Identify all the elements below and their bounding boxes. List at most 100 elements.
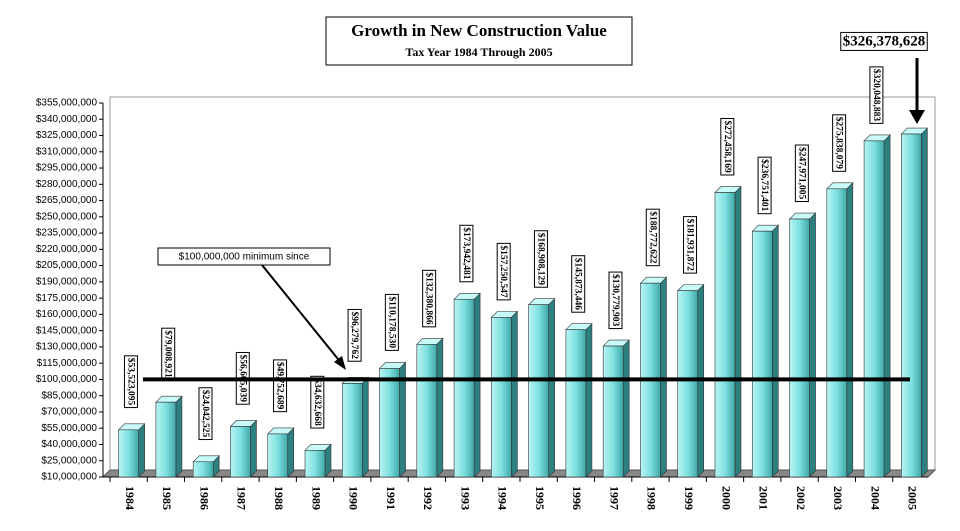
value-label-box bbox=[347, 308, 362, 362]
bar bbox=[901, 133, 922, 478]
x-tick-label: 1989 bbox=[309, 486, 323, 510]
y-tick-label: $25,000,000 bbox=[41, 455, 97, 466]
y-tick-label: $160,000,000 bbox=[36, 309, 98, 320]
value-label-box bbox=[757, 156, 772, 215]
bar-side bbox=[175, 395, 183, 478]
y-tick-label: $10,000,000 bbox=[41, 472, 97, 483]
x-tick-label: 1984 bbox=[123, 486, 137, 510]
y-tick-label: $100,000,000 bbox=[36, 374, 98, 385]
y-tick-label: $220,000,000 bbox=[36, 244, 98, 255]
y-tick-label: $280,000,000 bbox=[36, 179, 98, 190]
bar bbox=[789, 218, 810, 478]
value-label-box bbox=[310, 375, 325, 429]
y-tick-label: $175,000,000 bbox=[36, 293, 98, 304]
bar-side bbox=[473, 292, 481, 478]
bar bbox=[267, 433, 289, 478]
value-label: $173,942,481 bbox=[461, 227, 472, 280]
bar-side bbox=[250, 419, 257, 478]
x-tick-label: 2004 bbox=[868, 486, 882, 510]
bar-side bbox=[921, 127, 928, 478]
value-label-box bbox=[533, 230, 548, 288]
value-label-box bbox=[273, 359, 288, 413]
bar bbox=[230, 426, 251, 478]
value-label-box bbox=[645, 208, 660, 267]
x-tick-label: 1994 bbox=[496, 486, 510, 510]
bar bbox=[714, 192, 736, 478]
value-label-box bbox=[869, 66, 884, 124]
bar-side bbox=[361, 376, 369, 478]
value-label-box bbox=[683, 216, 698, 274]
bar-side bbox=[660, 276, 667, 478]
x-tick-label: 1996 bbox=[570, 486, 584, 510]
bar-side bbox=[138, 423, 145, 478]
value-label: $275,838,079 bbox=[834, 117, 845, 169]
y-tick-label: $265,000,000 bbox=[36, 195, 98, 206]
annotation: $100,000,000 minimum since bbox=[179, 252, 310, 263]
x-tick-label: 2002 bbox=[794, 486, 808, 510]
value-label-box bbox=[198, 387, 213, 441]
value-label-box bbox=[384, 293, 399, 351]
value-label: $320,048,883 bbox=[871, 69, 882, 122]
y-tick-label: $250,000,000 bbox=[36, 211, 98, 222]
y-tick-label: $70,000,000 bbox=[41, 407, 97, 418]
arrow-head bbox=[334, 356, 346, 370]
value-label-box bbox=[123, 355, 138, 409]
title-box bbox=[325, 16, 633, 66]
x-tick-label: 2005 bbox=[906, 486, 920, 510]
y-tick-label: $145,000,000 bbox=[36, 325, 98, 336]
value-label-box bbox=[720, 117, 735, 176]
value-label-box bbox=[840, 31, 928, 51]
x-tick-label: 1991 bbox=[384, 486, 398, 510]
y-tick-label: $295,000,000 bbox=[36, 163, 98, 174]
value-label: $132,380,866 bbox=[424, 272, 435, 325]
y-tick-label: $205,000,000 bbox=[36, 260, 98, 271]
chart-subtitle: Tax Year 1984 Through 2005 bbox=[405, 45, 552, 59]
value-label: $236,751,401 bbox=[759, 159, 770, 212]
value-label-box bbox=[608, 271, 623, 330]
bar-side bbox=[436, 337, 444, 478]
value-label: $110,178,530 bbox=[386, 296, 397, 348]
bar bbox=[602, 345, 624, 478]
bar bbox=[453, 298, 475, 478]
y-tick-label: $190,000,000 bbox=[36, 277, 98, 288]
bar bbox=[118, 429, 139, 478]
value-label: $49,752,689 bbox=[275, 362, 286, 410]
value-label: $145,873,446 bbox=[573, 258, 584, 311]
x-tick-label: 2001 bbox=[757, 486, 771, 510]
bar bbox=[863, 140, 885, 478]
value-label: $168,908,129 bbox=[535, 233, 546, 286]
bar bbox=[155, 401, 177, 478]
bar-side bbox=[622, 339, 630, 478]
value-label: $79,008,921 bbox=[163, 330, 174, 378]
x-tick-label: 1985 bbox=[160, 486, 174, 510]
bar bbox=[528, 304, 549, 478]
value-label: $181,931,872 bbox=[685, 219, 696, 272]
bar bbox=[565, 329, 587, 478]
value-label: $247,971,005 bbox=[796, 147, 807, 200]
value-label-box bbox=[496, 242, 511, 301]
x-tick-label: 1995 bbox=[533, 486, 547, 510]
value-label: $24,042,525 bbox=[200, 390, 211, 438]
y-tick-label: $325,000,000 bbox=[36, 130, 98, 141]
value-label: $130,779,903 bbox=[610, 274, 621, 327]
value-label: $157,250,547 bbox=[498, 245, 509, 298]
annotation-arrow bbox=[261, 264, 343, 365]
value-label: $34,632,668 bbox=[312, 378, 323, 426]
bar-side bbox=[511, 310, 518, 478]
value-label: $96,279,762 bbox=[349, 311, 360, 359]
y-tick-label: $115,000,000 bbox=[37, 358, 98, 369]
bar bbox=[341, 383, 363, 478]
bar-side bbox=[846, 182, 854, 478]
bar-side bbox=[548, 298, 555, 478]
value-label-box bbox=[571, 255, 586, 313]
x-tick-label: 1999 bbox=[682, 486, 696, 510]
x-tick-label: 1987 bbox=[235, 486, 249, 510]
y-tick-label: $355,000,000 bbox=[36, 98, 98, 109]
y-tick-label: $235,000,000 bbox=[36, 228, 98, 239]
x-tick-label: 1992 bbox=[421, 486, 435, 510]
bar-side bbox=[287, 427, 295, 478]
bar bbox=[677, 290, 699, 478]
value-label: $53,523,095 bbox=[125, 358, 136, 406]
y-tick-label: $340,000,000 bbox=[36, 114, 98, 125]
